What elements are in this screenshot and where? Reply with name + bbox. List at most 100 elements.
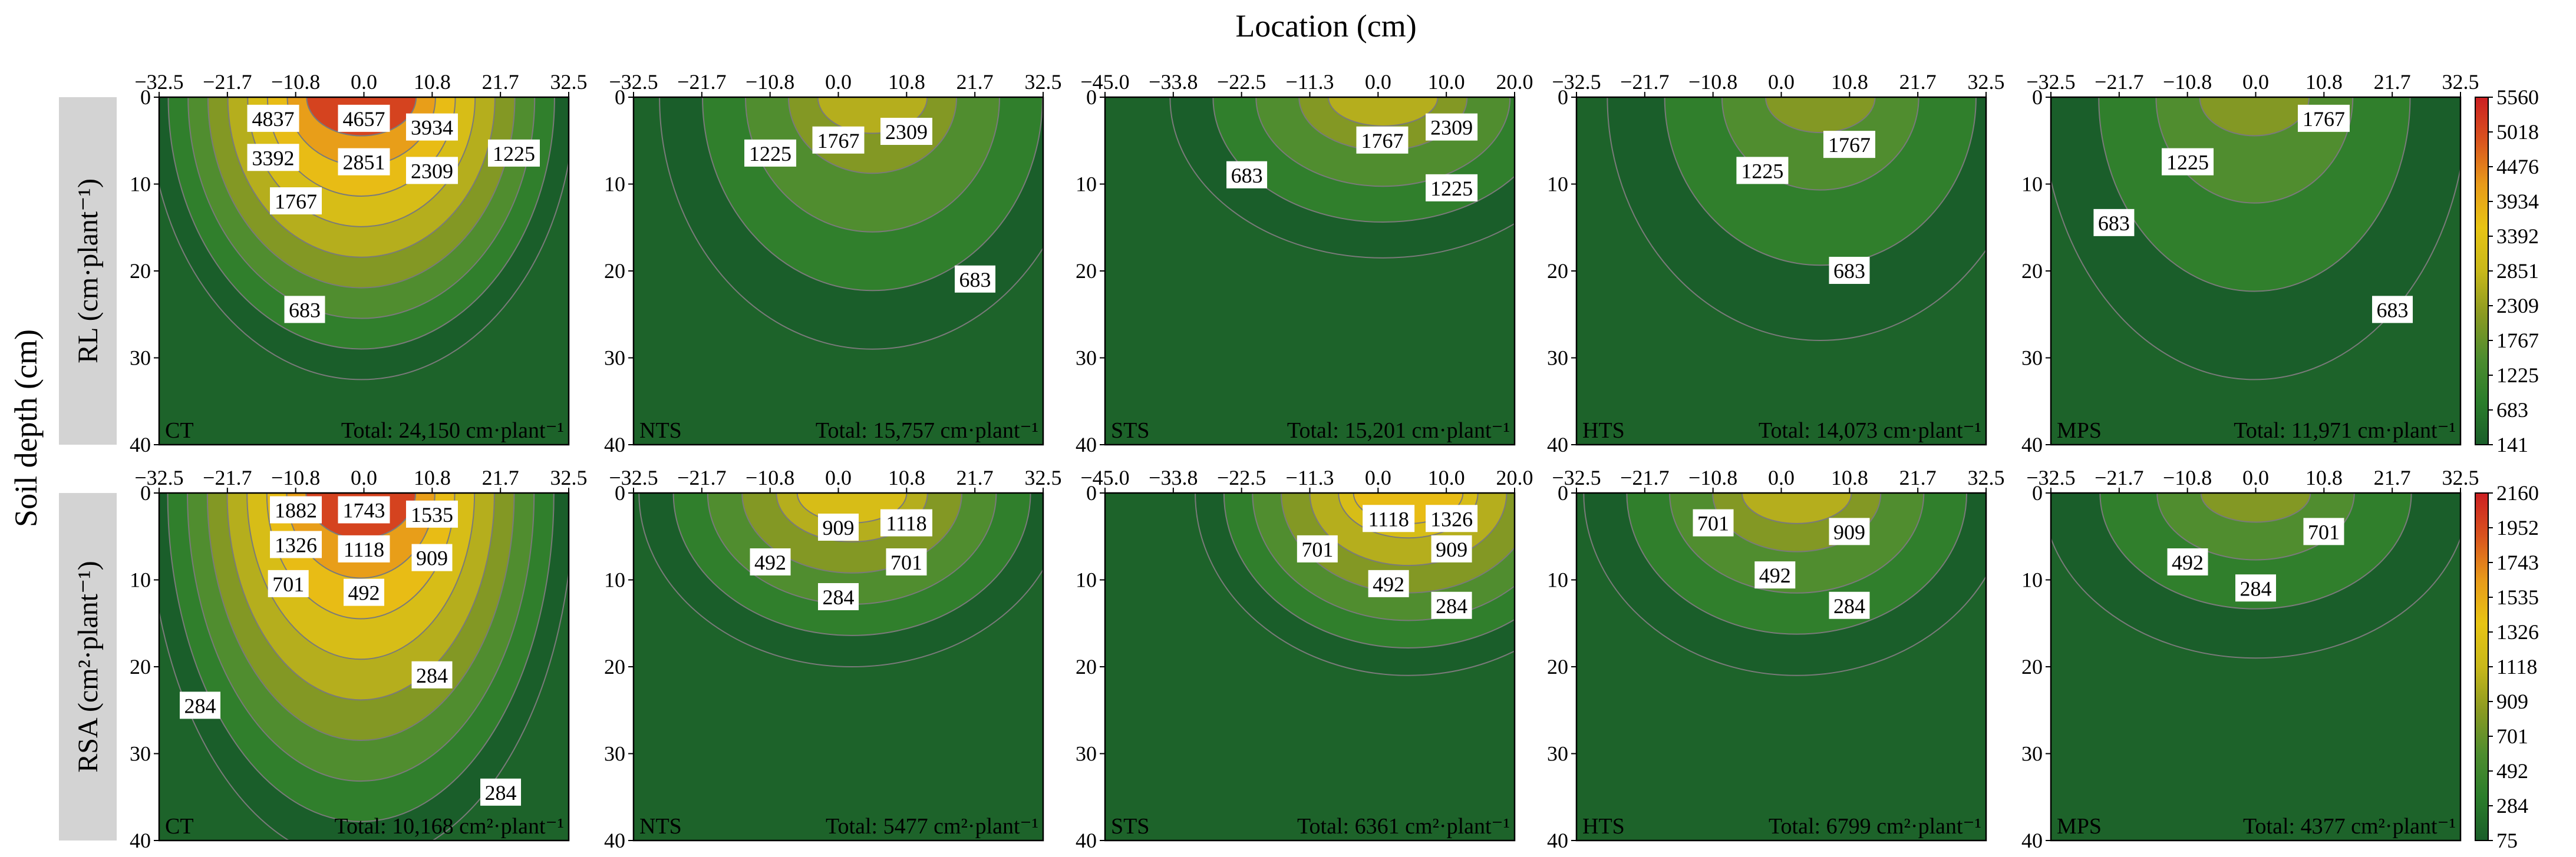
- x-tick-label: 20.0: [1496, 466, 1533, 489]
- contour-label-box: [744, 139, 797, 167]
- y-tick-label: 30: [1076, 346, 1097, 370]
- contour-label: 1767: [1828, 133, 1871, 157]
- contour-label: 1118: [886, 512, 926, 535]
- x-tick-label: −11.3: [1286, 70, 1334, 94]
- x-tick-label: 0.0: [1768, 70, 1795, 94]
- x-tick-label: 10.8: [2305, 466, 2343, 489]
- contour-label-box: [487, 139, 540, 167]
- colorbar-tick-label: 141: [2496, 433, 2528, 456]
- contour-bands: [1607, 97, 1986, 341]
- panel-rl-hts: −32.5 −21.7 −10.8 0.0 10.8 21.7 32.5 0 10 20 30 40 1…: [1547, 70, 2005, 456]
- panel-rsa-hts: −32.5 −21.7 −10.8 0.0 10.8 21.7 32.5 0 10 20 30 40 7…: [1547, 466, 2005, 852]
- contour-label-box: [1693, 509, 1734, 537]
- x-tick-label: −32.5: [2026, 466, 2075, 489]
- x-tick-label: 32.5: [1968, 466, 2005, 489]
- y-tick-label: 30: [2021, 742, 2043, 766]
- x-tick-label: −11.3: [1286, 466, 1334, 489]
- colorbar-tick-label: 5018: [2496, 120, 2539, 144]
- contour-label-box: [268, 570, 309, 597]
- colorbar-tick-label: 1225: [2496, 363, 2539, 387]
- y-tick-label: 10: [1547, 568, 1568, 592]
- contour-label: 1767: [275, 190, 317, 213]
- colorbar-tick-label: 4476: [2496, 155, 2539, 178]
- x-tick-label: 21.7: [956, 70, 994, 94]
- y-tick-label: 10: [2021, 568, 2043, 592]
- contour-label-box: [1226, 161, 1268, 188]
- total-label: Total: 15,201 cm·plant⁻¹: [1287, 418, 1510, 443]
- contour-band: [1764, 97, 1876, 134]
- panel-rsa-mps: −32.5 −21.7 −10.8 0.0 10.8 21.7 32.5 0 10 20 30 40 7…: [2021, 466, 2479, 852]
- x-tick-label: 10.8: [414, 466, 451, 489]
- y-tick-label: 10: [604, 173, 625, 196]
- contour-label: 1882: [275, 499, 317, 522]
- y-tick-label: 0: [2032, 481, 2043, 505]
- colorbar-tick-label: 5560: [2496, 85, 2539, 109]
- total-label: Total: 4377 cm²·plant⁻¹: [2243, 814, 2456, 839]
- treatment-label: MPS: [2057, 814, 2102, 839]
- x-tick-label: −21.7: [1620, 466, 1669, 489]
- contour-label: 284: [184, 694, 216, 717]
- x-tick-label: 0.0: [825, 70, 852, 94]
- x-tick-label: −10.8: [1688, 466, 1737, 489]
- y-tick-label: 30: [2021, 346, 2043, 370]
- contour-label: 284: [416, 664, 448, 687]
- colorbar-tick-label: 492: [2496, 759, 2528, 783]
- contour-label-box: [818, 514, 859, 541]
- contour-label: 4837: [252, 107, 295, 131]
- y-tick-label: 40: [130, 433, 151, 456]
- y-tick-label: 40: [2021, 433, 2043, 456]
- colorbar-tick-label: 1535: [2496, 585, 2539, 609]
- y-tick-label: 20: [2021, 259, 2043, 283]
- y-tick-label: 20: [604, 259, 625, 283]
- contour-label-box: [1426, 113, 1478, 141]
- contour-label-box: [247, 144, 299, 171]
- x-tick-label: −32.5: [1552, 466, 1601, 489]
- treatment-label: CT: [165, 418, 194, 443]
- treatment-label: STS: [1111, 418, 1149, 443]
- colorbar-tick-label: 1952: [2496, 516, 2539, 540]
- colorbar-tick-label: 1326: [2496, 620, 2539, 644]
- contour-label-box: [1356, 126, 1409, 154]
- contour-label: 683: [1231, 164, 1263, 187]
- x-tick-label: 32.5: [1025, 70, 1062, 94]
- x-tick-label: −21.7: [2095, 70, 2143, 94]
- colorbar-tick-label: 2160: [2496, 481, 2539, 505]
- x-tick-label: −10.8: [2163, 466, 2212, 489]
- colorbar-tick-label: 1743: [2496, 551, 2539, 574]
- contour-label-box: [247, 104, 299, 132]
- total-label: Total: 6799 cm²·plant⁻¹: [1769, 814, 1981, 839]
- colorbar-rl: 5560 5018 4476 3934 3392 2851 2309 1767 1225 683 1…: [2475, 85, 2539, 456]
- contour-label: 683: [2098, 211, 2130, 235]
- y-tick-label: 0: [615, 85, 625, 109]
- y-tick-label: 40: [1547, 433, 1568, 456]
- y-tick-label: 40: [604, 433, 625, 456]
- x-tick-label: 10.8: [414, 70, 451, 94]
- location-axis-title: Location (cm): [1235, 8, 1416, 44]
- y-tick-label: 30: [604, 346, 625, 370]
- contour-label: 683: [289, 298, 321, 322]
- contour-label: 1225: [1430, 177, 1473, 200]
- contour-label: 492: [1373, 573, 1404, 596]
- y-tick-label: 10: [1076, 568, 1097, 592]
- contour-label: 683: [2377, 298, 2409, 322]
- contour-label: 284: [1833, 594, 1865, 618]
- x-tick-label: 0.0: [2242, 70, 2269, 94]
- y-tick-label: 20: [130, 655, 151, 679]
- x-tick-label: −32.5: [609, 466, 658, 489]
- row-label-box: [59, 493, 117, 841]
- x-tick-label: 0.0: [2242, 466, 2269, 489]
- contour-label: 2851: [343, 151, 385, 174]
- treatment-label: STS: [1111, 814, 1149, 839]
- contour-label: 1225: [1741, 159, 1783, 183]
- x-tick-label: 0.0: [351, 70, 377, 94]
- treatment-label: CT: [165, 814, 194, 839]
- contour-label: 492: [754, 551, 786, 574]
- contour-label-box: [1368, 570, 1409, 597]
- y-tick-label: 30: [1547, 742, 1568, 766]
- contour-label-box: [2297, 104, 2350, 132]
- colorbar-tick-label: 683: [2496, 398, 2528, 422]
- y-tick-label: 0: [1558, 85, 1568, 109]
- x-tick-label: −21.7: [2095, 466, 2143, 489]
- x-tick-label: 0.0: [351, 466, 377, 489]
